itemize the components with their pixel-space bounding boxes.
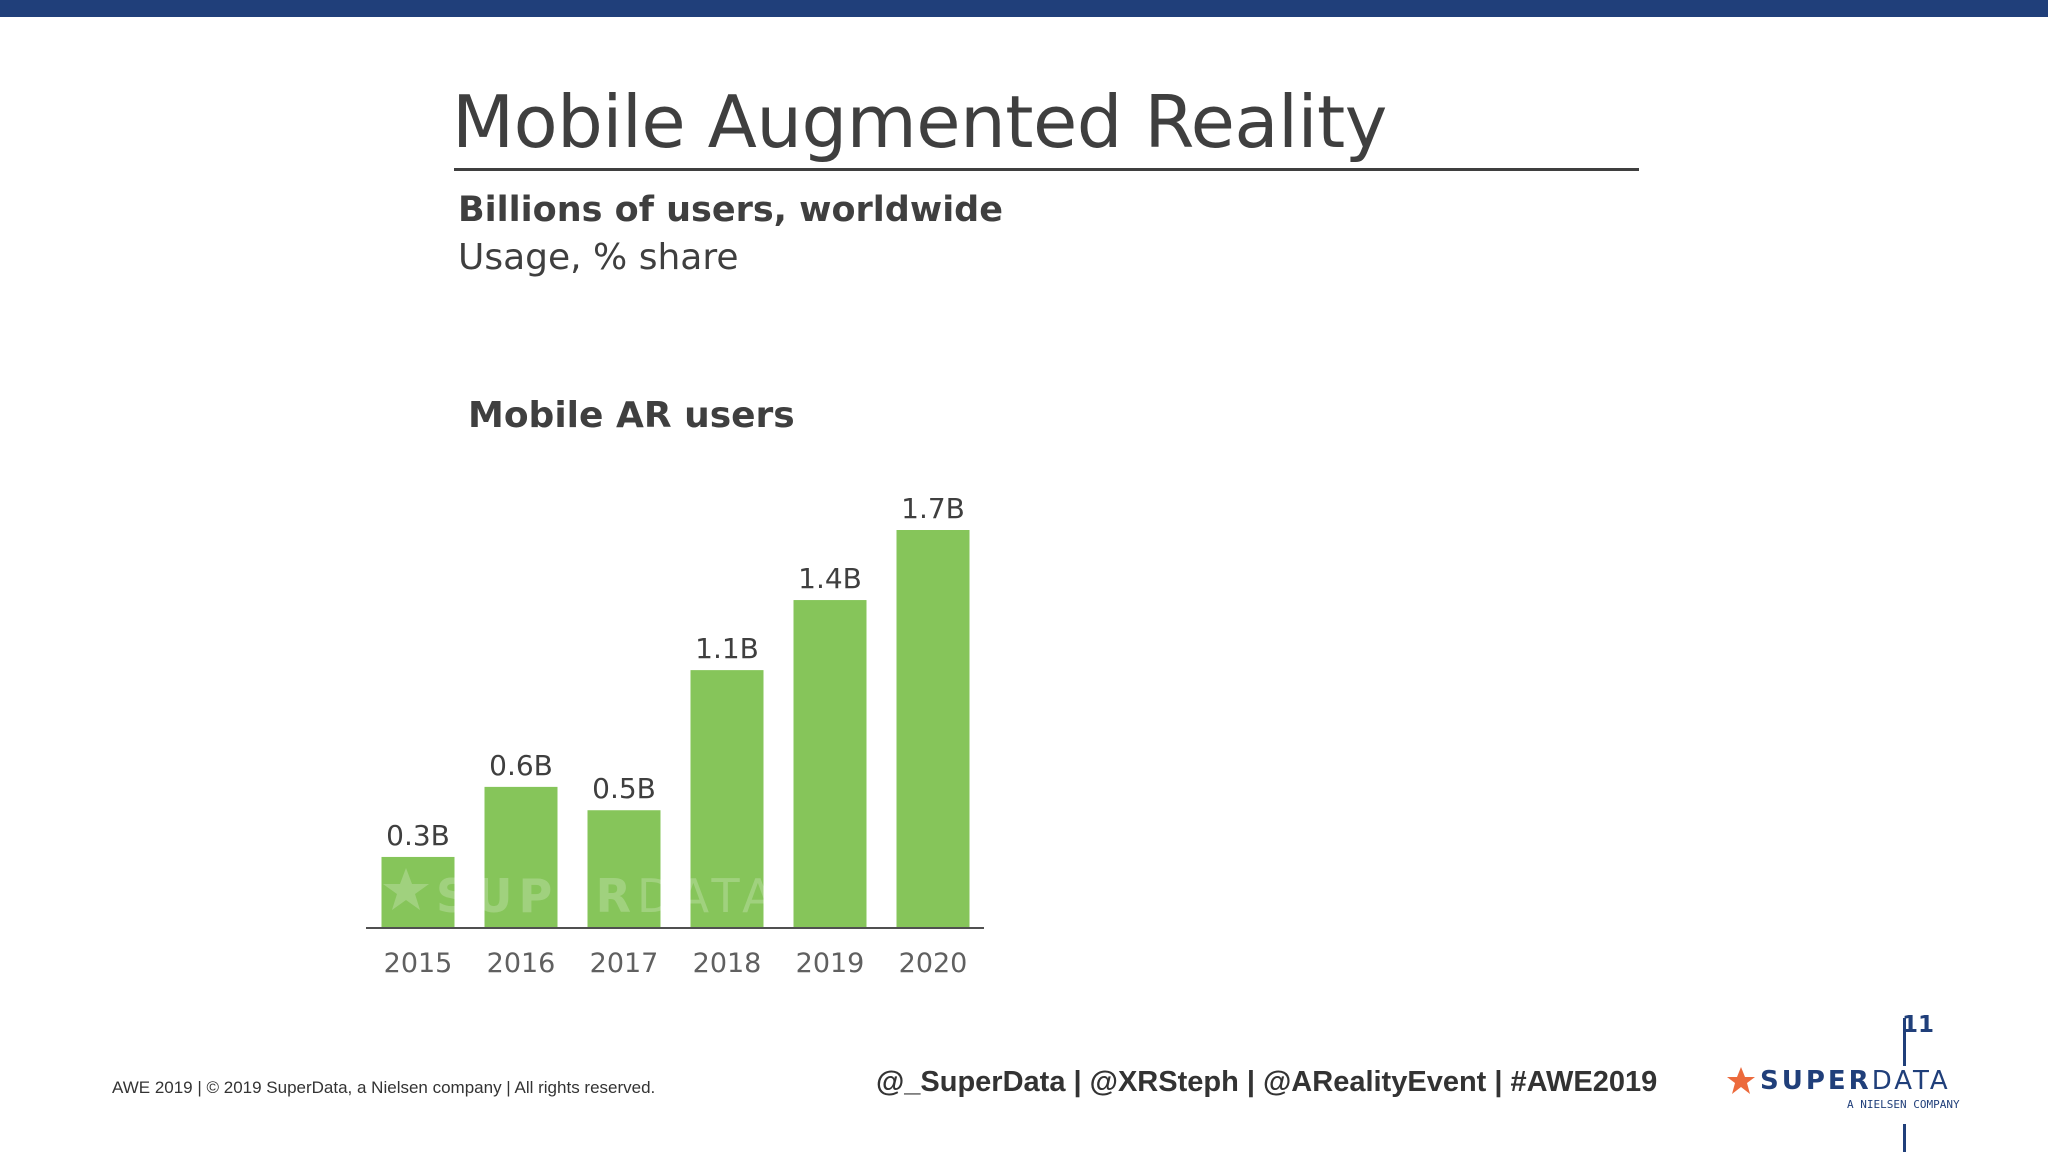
watermark-text-regular: DATA	[637, 869, 780, 923]
bar-2018	[690, 670, 764, 927]
value-label-2019: 1.4B	[798, 562, 862, 595]
page-title: Mobile Augmented Reality	[452, 80, 1387, 164]
subtitle-secondary: Usage, % share	[458, 237, 739, 278]
title-underline	[454, 168, 1639, 171]
star-icon	[1727, 1067, 1755, 1094]
chart-title: Mobile AR users	[468, 395, 795, 436]
value-label-2018: 1.1B	[695, 632, 759, 665]
logo-wordmark-regular: DATA	[1871, 1066, 1951, 1096]
watermark-text: SUPERDATA	[436, 869, 780, 923]
logo-wordmark: SUPERDATA	[1760, 1066, 1951, 1096]
x-tick-2020: 2020	[899, 948, 968, 979]
bar-chart: 0.3B 0.6B 0.5B 1.1B 1.4B 1.7B 2015 2016 2017 201…	[366, 492, 984, 979]
value-label-2020: 1.7B	[901, 492, 965, 525]
value-label-2016: 0.6B	[489, 749, 553, 782]
top-accent-bar	[0, 0, 2048, 17]
logo-tagline: A NIELSEN COMPANY	[1847, 1098, 1960, 1111]
bar-2020	[896, 530, 970, 927]
page-number: 11	[1902, 1012, 1935, 1038]
logo-wordmark-bold: SUPER	[1760, 1066, 1872, 1096]
x-tick-2016: 2016	[487, 948, 556, 979]
value-label-2015: 0.3B	[386, 819, 450, 852]
x-tick-2019: 2019	[796, 948, 865, 979]
bar-2016	[484, 786, 558, 927]
superdata-logo: SUPERDATA A NIELSEN COMPANY	[1726, 1066, 1960, 1116]
x-tick-2018: 2018	[693, 948, 762, 979]
watermark-text-bold: SUPER	[436, 869, 637, 923]
page-number-rule-top	[1903, 1018, 1906, 1066]
bar-2019	[793, 600, 867, 927]
subtitle-primary: Billions of users, worldwide	[458, 190, 1003, 230]
bar-2017	[587, 810, 661, 927]
page-number-rule-bottom	[1903, 1124, 1906, 1152]
superdata-watermark: SUPERDATA	[383, 868, 780, 923]
bar-2015	[381, 856, 455, 927]
footer-social-handles: @_SuperData | @XRSteph | @ARealityEvent …	[876, 1066, 1658, 1098]
value-label-2017: 0.5B	[592, 772, 656, 805]
footer-copyright: AWE 2019 | © 2019 SuperData, a Nielsen c…	[112, 1078, 656, 1097]
x-tick-2017: 2017	[590, 948, 659, 979]
watermark-star-icon	[383, 868, 429, 910]
x-tick-2015: 2015	[384, 948, 453, 979]
